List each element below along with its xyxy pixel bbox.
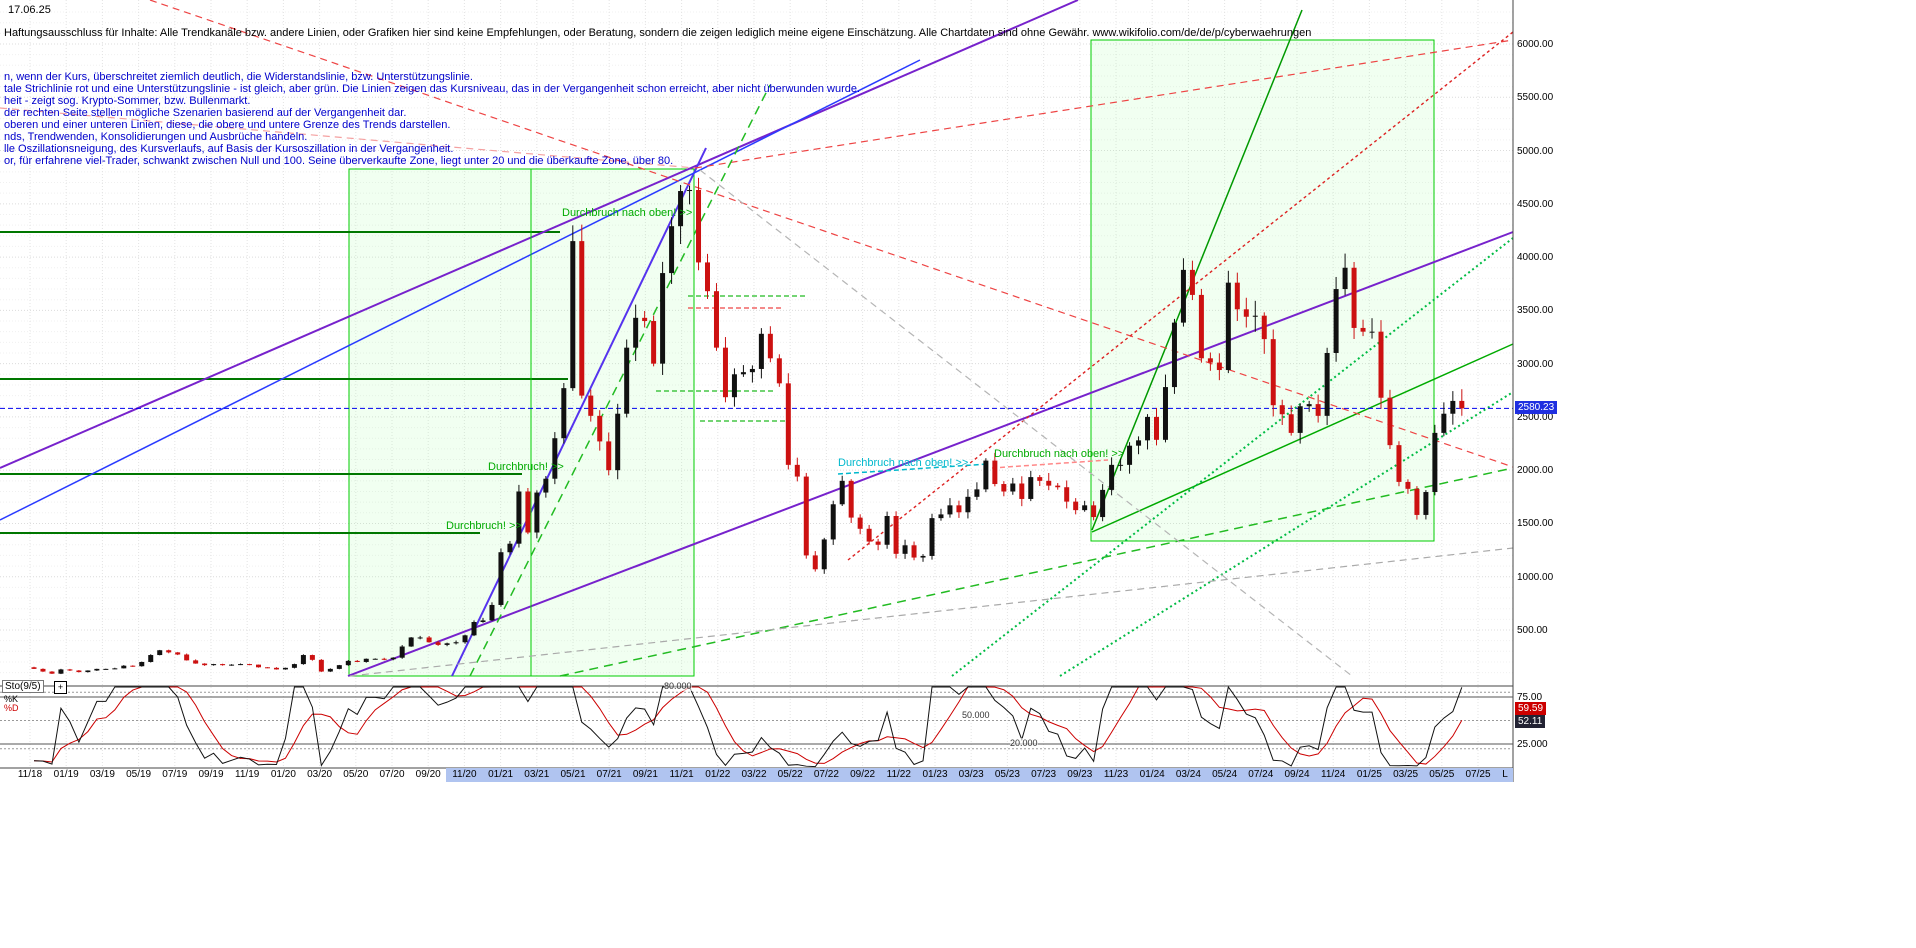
x-tick-label: 11/19 (235, 769, 260, 780)
breakout-annotation: Durchbruch nach oben! >> (994, 448, 1125, 460)
y-tick-label: 3500.00 (1517, 305, 1554, 317)
x-tick-label: 11/20 (452, 769, 477, 780)
x-tick-label: 01/22 (705, 769, 731, 780)
x-tick-label: 07/22 (813, 769, 839, 780)
info-line: oberen und einer unteren Linien, diese, … (4, 119, 451, 131)
x-tick-label: 11/24 (1321, 769, 1346, 780)
osc-axis-label: 75.00 (1517, 692, 1543, 703)
x-tick-label: 03/25 (1393, 769, 1419, 780)
x-tick-label: 09/23 (1067, 769, 1093, 780)
x-tick-label: 01/25 (1356, 769, 1382, 780)
y-tick-label: 2500.00 (1517, 411, 1554, 423)
stochastic-d-value-badge: 59.59 (1515, 702, 1547, 716)
y-tick-label: 1500.00 (1517, 518, 1554, 530)
x-tick-label: 11/23 (1103, 769, 1129, 780)
current-price-badge: 2580.23 (1515, 401, 1558, 415)
x-tick-label: 07/23 (1031, 769, 1057, 780)
x-tick-label: 07/24 (1248, 769, 1274, 780)
x-tick-label: 03/21 (524, 769, 550, 780)
osc-axis-label: 25.000 (1517, 739, 1548, 750)
y-tick-label: 3000.00 (1517, 358, 1554, 370)
breakout-annotation: Durchbruch nach oben! >> (562, 207, 693, 219)
y-tick-label: 5500.00 (1517, 92, 1554, 104)
x-tick-label: 11/21 (669, 769, 694, 780)
x-tick-label: 09/24 (1284, 769, 1310, 780)
x-tick-label: 07/20 (379, 769, 405, 780)
stochastic-d-legend: %D (4, 703, 19, 713)
info-line: lle Oszillationsneigung, des Kursverlauf… (4, 143, 454, 155)
x-tick-label: 03/22 (741, 769, 767, 780)
breakout-annotation: Durchbruch nach oben! >> (838, 457, 969, 469)
x-tick-label: 05/20 (343, 769, 369, 780)
y-tick-label: 4000.00 (1517, 252, 1554, 264)
info-line: tale Strichlinie rot und eine Unterstütz… (4, 83, 861, 95)
info-line: n, wenn der Kurs, überschreitet ziemlich… (4, 71, 473, 83)
x-tick-label: 01/21 (488, 769, 514, 780)
scenario-boxes (348, 39, 1435, 677)
oscillator-label: Sto(9/5) (2, 680, 44, 693)
x-tick-label: 03/24 (1175, 769, 1201, 780)
y-tick-label: 4500.00 (1517, 198, 1554, 210)
x-tick-label: 05/21 (560, 769, 586, 780)
time-axis-end-label: L (1502, 769, 1508, 780)
osc-inline-label: 50.000 (962, 709, 990, 720)
stochastic-k-legend: %K (4, 694, 19, 704)
date-label: 17.06.25 (8, 4, 51, 16)
candlestick-series (31, 177, 1465, 675)
expand-plus-icon[interactable]: + (54, 681, 67, 694)
x-tick-label: 11/18 (17, 769, 43, 780)
x-tick-label: 07/21 (596, 769, 622, 780)
x-tick-label: 05/22 (777, 769, 803, 780)
info-line: nds, Trendwenden, Konsolidierungen und A… (4, 131, 308, 143)
stochastic-oscillator (0, 685, 1513, 768)
x-tick-label: 03/20 (307, 769, 333, 780)
support-lines (0, 231, 568, 534)
x-tick-label: 07/25 (1465, 769, 1491, 780)
x-tick-label: 07/19 (162, 769, 188, 780)
trend-lines (0, 0, 1514, 677)
x-tick-label: 05/23 (994, 769, 1020, 780)
y-tick-label: 1000.00 (1517, 571, 1554, 583)
breakout-annotation: Durchbruch! >> (446, 520, 522, 532)
y-tick-label: 6000.00 (1517, 39, 1554, 50)
x-tick-label: 09/21 (632, 769, 658, 780)
info-line: der rechten Seite stellen mögliche Szena… (4, 107, 407, 119)
osc-inline-label: 20.000 (1010, 737, 1038, 748)
x-tick-label: 09/20 (415, 769, 441, 780)
x-tick-label: 11/22 (886, 769, 911, 780)
y-tick-label: 2000.00 (1517, 465, 1554, 477)
x-tick-label: 03/19 (89, 769, 115, 780)
y-tick-label: 500.00 (1517, 625, 1548, 636)
stochastic-k-line (33, 685, 1463, 768)
x-tick-label: 09/19 (198, 769, 224, 780)
y-tick-label: 5000.00 (1517, 145, 1554, 157)
oscillator-name: Sto(9/5) (5, 681, 41, 692)
info-line: or, für erfahrene viel-Trader, schwankt … (4, 155, 674, 167)
x-tick-label: 03/23 (958, 769, 984, 780)
breakout-annotation: Durchbruch! >> (488, 461, 564, 473)
x-tick-label: 01/20 (270, 769, 296, 780)
x-tick-label: 05/19 (126, 769, 152, 780)
disclaimer-text: Haftungsausschluss für Inhalte: Alle Tre… (4, 27, 1312, 39)
time-range-highlight[interactable] (446, 768, 1513, 782)
x-tick-label: 09/22 (850, 769, 876, 780)
x-tick-label: 05/24 (1212, 769, 1238, 780)
x-tick-label: 05/25 (1429, 769, 1455, 780)
osc-inline-label: 80.000 (664, 681, 692, 692)
stochastic-k-value-badge: 52.11 (1515, 714, 1546, 728)
info-line: heit - zeigt sog. Krypto-Sommer, bzw. Bu… (4, 95, 251, 107)
x-tick-label: 01/23 (922, 769, 948, 780)
x-tick-label: 01/19 (53, 769, 79, 780)
x-tick-label: 01/24 (1139, 769, 1165, 780)
